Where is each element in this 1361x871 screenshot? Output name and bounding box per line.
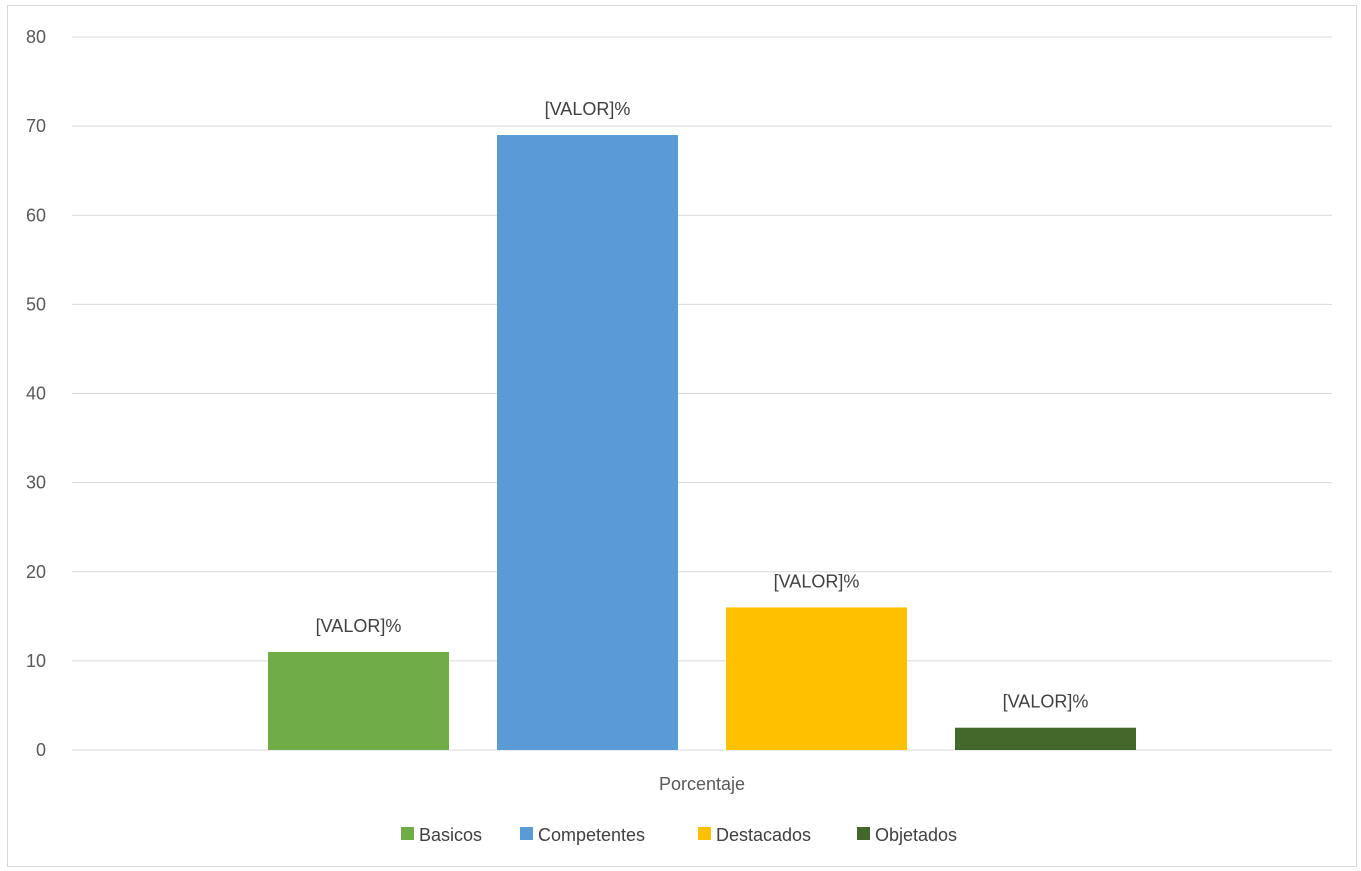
- data-label: [VALOR]%: [316, 616, 402, 636]
- data-labels: [VALOR]% [VALOR]% [VALOR]% [VALOR]%: [316, 99, 1089, 712]
- y-tick-label: 80: [26, 27, 46, 47]
- data-label: [VALOR]%: [545, 99, 631, 119]
- legend-label: Competentes: [538, 825, 645, 845]
- legend-label: Destacados: [716, 825, 811, 845]
- legend-swatch: [698, 827, 711, 840]
- legend-swatch: [857, 827, 870, 840]
- legend: Basicos Competentes Destacados Objetados: [401, 825, 957, 845]
- bars: [268, 135, 1136, 751]
- data-label: [VALOR]%: [774, 571, 860, 591]
- bar-basicos: [268, 651, 449, 750]
- y-tick-label: 0: [36, 740, 46, 760]
- y-tick-label: 20: [26, 562, 46, 582]
- y-tick-label: 60: [26, 205, 46, 225]
- category-axis: Porcentaje: [659, 774, 745, 794]
- y-tick-label: 50: [26, 294, 46, 314]
- chart-area: [7, 5, 1357, 867]
- y-tick-label: 10: [26, 651, 46, 671]
- legend-label: Objetados: [875, 825, 957, 845]
- y-tick-label: 70: [26, 116, 46, 136]
- y-tick-label: 40: [26, 384, 46, 404]
- y-axis-ticks: 0 10 20 30 40 50 60 70 80: [26, 27, 46, 760]
- data-label: [VALOR]%: [1003, 692, 1089, 712]
- legend-label: Basicos: [419, 825, 482, 845]
- category-label: Porcentaje: [659, 774, 745, 794]
- gridlines: [72, 36, 1332, 751]
- bar-destacados: [726, 607, 907, 750]
- bar-objetados: [955, 727, 1136, 750]
- legend-swatch: [520, 827, 533, 840]
- y-tick-label: 30: [26, 473, 46, 493]
- legend-swatch: [401, 827, 414, 840]
- bar-competentes: [497, 135, 678, 751]
